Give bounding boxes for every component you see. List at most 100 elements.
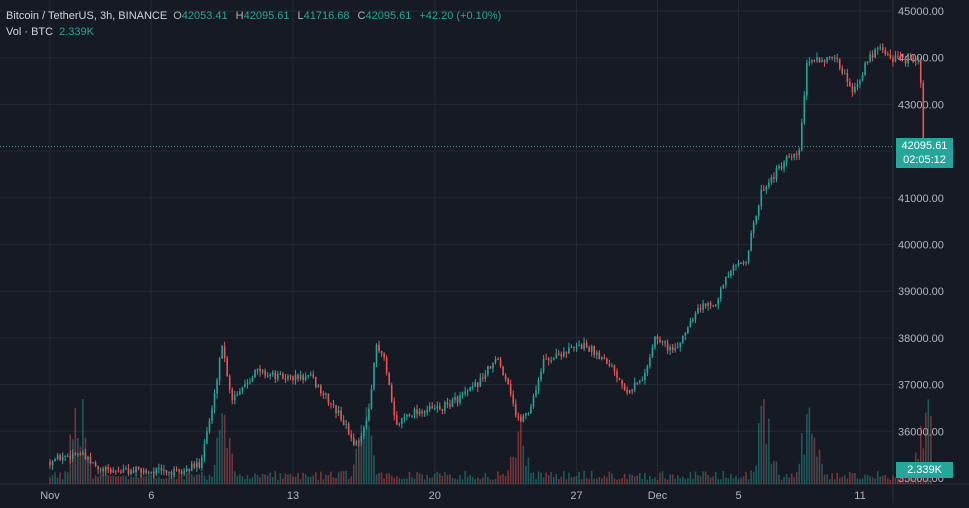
- volume-bar: [649, 475, 651, 484]
- symbol-title[interactable]: Bitcoin / TetherUS, 3h, BINANCE: [6, 10, 168, 22]
- volume-bar: [590, 470, 593, 484]
- volume-bar: [633, 476, 636, 484]
- candle-body: [745, 262, 747, 264]
- volume-bar: [474, 478, 477, 484]
- candle-body: [618, 377, 621, 380]
- candle-body: [261, 370, 264, 372]
- candle-body: [132, 470, 135, 473]
- candle-body: [818, 57, 821, 63]
- volume-bar: [682, 476, 684, 484]
- candle-body: [77, 453, 79, 455]
- volume-bar: [433, 473, 436, 484]
- candle-body: [783, 162, 785, 169]
- volume-bar: [606, 477, 608, 484]
- candle-body: [368, 408, 370, 421]
- candle-body: [588, 347, 590, 352]
- volume-bar: [479, 479, 482, 484]
- candle-body: [125, 468, 127, 470]
- candle-body: [709, 303, 712, 306]
- candle-body: [790, 156, 793, 158]
- candle-body: [140, 468, 142, 473]
- volume-bar: [557, 479, 560, 484]
- volume-bar: [466, 476, 469, 484]
- volume-bar: [223, 414, 226, 484]
- candle-body: [631, 389, 633, 391]
- candle-body: [82, 452, 84, 455]
- volume-bar: [368, 425, 370, 484]
- candle-body: [601, 357, 603, 360]
- volume-bar: [358, 437, 360, 484]
- candle-body: [593, 346, 596, 355]
- candle-body: [294, 374, 297, 381]
- volume-bar: [74, 408, 77, 484]
- candle-body: [274, 372, 277, 380]
- candle-body: [135, 466, 137, 473]
- volume-bar: [585, 477, 588, 484]
- volume-bar: [666, 479, 669, 484]
- volume-label[interactable]: Vol · BTC: [6, 26, 54, 38]
- volume-bar: [892, 475, 894, 484]
- candle-body: [550, 360, 552, 362]
- volume-bar: [428, 477, 431, 484]
- candle-body: [446, 402, 449, 405]
- time-tick-label: 13: [287, 490, 299, 502]
- volume-bar: [745, 472, 747, 484]
- candle-body: [494, 358, 497, 363]
- candle-body: [659, 339, 661, 343]
- candle-body: [249, 381, 251, 383]
- volume-bar: [889, 479, 892, 484]
- volume-bar: [755, 465, 758, 484]
- high-value: 42095.61: [243, 10, 290, 22]
- volume-bar: [689, 472, 692, 484]
- volume-bar: [831, 473, 833, 484]
- volume-bar: [282, 478, 284, 484]
- volume-bar: [277, 479, 279, 484]
- candle-body: [393, 401, 396, 416]
- open-value: 42053.41: [181, 10, 228, 22]
- volume-bar: [401, 479, 403, 484]
- candle-body: [760, 189, 763, 206]
- volume-bar: [545, 472, 547, 484]
- volume-bar: [676, 475, 679, 484]
- candle-body: [307, 374, 309, 377]
- volume-bar: [292, 476, 294, 484]
- candle-body: [97, 466, 99, 470]
- volume-bar: [385, 473, 388, 484]
- volume-bar: [674, 478, 677, 484]
- volume-bar: [661, 471, 664, 484]
- candle-body: [155, 468, 158, 474]
- candle-body: [289, 375, 292, 377]
- candle-body: [332, 404, 335, 406]
- candle-body: [765, 186, 768, 191]
- volume-bar: [707, 475, 709, 484]
- candle-body: [773, 177, 775, 179]
- candle-body: [218, 358, 221, 381]
- volume-bar: [930, 415, 932, 484]
- volume-bar: [793, 477, 795, 484]
- time-tick-label: 5: [735, 490, 741, 502]
- candle-body: [864, 62, 866, 75]
- volume-bar: [621, 477, 623, 484]
- candle-body: [535, 389, 537, 396]
- volume-bar: [694, 471, 697, 484]
- candle-body: [173, 468, 175, 475]
- candle-body: [479, 377, 482, 387]
- candle-body: [547, 358, 550, 361]
- candle-body: [849, 81, 851, 87]
- volume-bar: [287, 474, 289, 484]
- candle-body: [616, 371, 618, 378]
- candle-body: [408, 414, 411, 416]
- volume-bar: [244, 479, 246, 484]
- volume-bar: [122, 475, 125, 484]
- candle-body: [160, 467, 163, 471]
- candle-body: [428, 406, 431, 410]
- volume-bar: [646, 479, 649, 484]
- volume-bar: [271, 477, 274, 484]
- candle-body: [94, 462, 97, 467]
- candle-body: [603, 357, 606, 359]
- volume-bar: [216, 437, 218, 484]
- candle-body: [360, 435, 363, 442]
